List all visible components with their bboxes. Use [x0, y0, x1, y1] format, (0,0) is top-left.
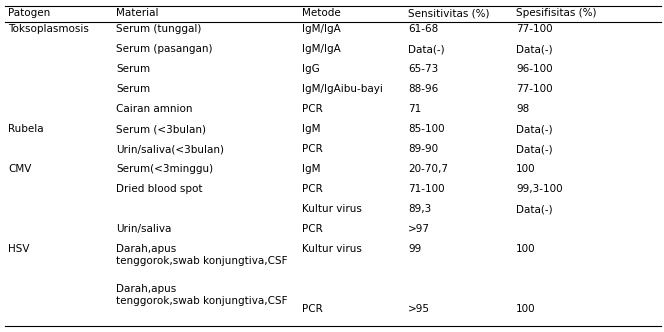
Text: IgM/IgA: IgM/IgA: [302, 44, 341, 54]
Text: IgM/IgA: IgM/IgA: [302, 24, 341, 34]
Text: 71: 71: [408, 104, 421, 114]
Text: 77-100: 77-100: [516, 24, 552, 34]
Text: 89,3: 89,3: [408, 204, 431, 214]
Text: PCR: PCR: [302, 144, 323, 154]
Text: 99,3-100: 99,3-100: [516, 184, 562, 194]
Text: Sensitivitas (%): Sensitivitas (%): [408, 8, 489, 18]
Text: Darah,apus
tenggorok,swab konjungtiva,CSF: Darah,apus tenggorok,swab konjungtiva,CS…: [116, 284, 288, 306]
Text: Cairan amnion: Cairan amnion: [116, 104, 193, 114]
Text: IgM: IgM: [302, 124, 321, 134]
Text: 88-96: 88-96: [408, 84, 438, 94]
Text: >97: >97: [408, 224, 430, 234]
Text: 96-100: 96-100: [516, 64, 552, 74]
Text: Toksoplasmosis: Toksoplasmosis: [8, 24, 89, 34]
Text: IgG: IgG: [302, 64, 320, 74]
Text: HSV: HSV: [8, 244, 29, 254]
Text: 71-100: 71-100: [408, 184, 445, 194]
Text: PCR: PCR: [302, 304, 323, 314]
Text: Data(-): Data(-): [516, 204, 552, 214]
Text: 98: 98: [516, 104, 529, 114]
Text: CMV: CMV: [8, 164, 31, 174]
Text: 85-100: 85-100: [408, 124, 445, 134]
Text: Darah,apus
tenggorok,swab konjungtiva,CSF: Darah,apus tenggorok,swab konjungtiva,CS…: [116, 244, 288, 266]
Text: Data(-): Data(-): [516, 124, 552, 134]
Text: Serum (pasangan): Serum (pasangan): [116, 44, 212, 54]
Text: Patogen: Patogen: [8, 8, 50, 18]
Text: Serum: Serum: [116, 64, 150, 74]
Text: Serum(<3minggu): Serum(<3minggu): [116, 164, 213, 174]
Text: Kultur virus: Kultur virus: [302, 204, 362, 214]
Text: 100: 100: [516, 304, 536, 314]
Text: IgM/IgAibu-bayi: IgM/IgAibu-bayi: [302, 84, 383, 94]
Text: Data(-): Data(-): [516, 144, 552, 154]
Text: 100: 100: [516, 164, 536, 174]
Text: Data(-): Data(-): [516, 44, 552, 54]
Text: Rubela: Rubela: [8, 124, 44, 134]
Text: PCR: PCR: [302, 104, 323, 114]
Text: 89-90: 89-90: [408, 144, 438, 154]
Text: PCR: PCR: [302, 184, 323, 194]
Text: Material: Material: [116, 8, 159, 18]
Text: >95: >95: [408, 304, 430, 314]
Text: Urin/saliva: Urin/saliva: [116, 224, 171, 234]
Text: Kultur virus: Kultur virus: [302, 244, 362, 254]
Text: 20-70,7: 20-70,7: [408, 164, 448, 174]
Text: IgM: IgM: [302, 164, 321, 174]
Text: 99: 99: [408, 244, 421, 254]
Text: Spesifisitas (%): Spesifisitas (%): [516, 8, 596, 18]
Text: 77-100: 77-100: [516, 84, 552, 94]
Text: Serum (tunggal): Serum (tunggal): [116, 24, 201, 34]
Text: 61-68: 61-68: [408, 24, 438, 34]
Text: Urin/saliva(<3bulan): Urin/saliva(<3bulan): [116, 144, 224, 154]
Text: Serum: Serum: [116, 84, 150, 94]
Text: Data(-): Data(-): [408, 44, 445, 54]
Text: 100: 100: [516, 244, 536, 254]
Text: Metode: Metode: [302, 8, 341, 18]
Text: PCR: PCR: [302, 224, 323, 234]
Text: Serum (<3bulan): Serum (<3bulan): [116, 124, 206, 134]
Text: Dried blood spot: Dried blood spot: [116, 184, 203, 194]
Text: 65-73: 65-73: [408, 64, 438, 74]
